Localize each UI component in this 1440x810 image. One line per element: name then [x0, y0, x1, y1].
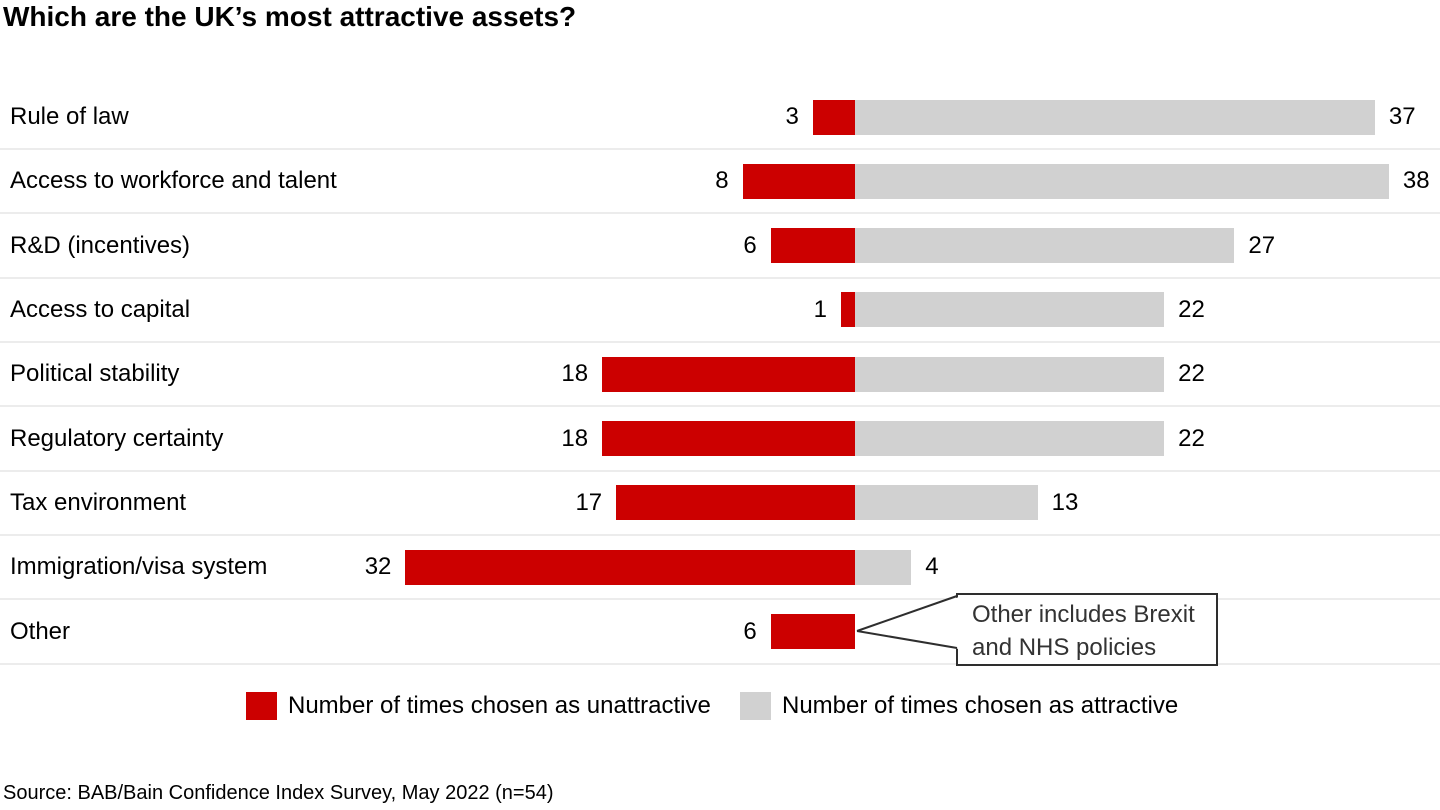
unattractive-value-label: 8 — [715, 167, 729, 195]
unattractive-bar — [770, 614, 855, 650]
attractive-value-label: 22 — [1178, 295, 1205, 323]
unattractive-value-label: 18 — [561, 424, 589, 452]
legend-swatch-red — [246, 692, 277, 720]
category-label: Rule of law — [10, 103, 129, 130]
attractive-bar — [855, 421, 1165, 457]
source-note: Source: BAB/Bain Confidence Index Survey… — [3, 782, 554, 804]
category-label: Political stability — [10, 360, 180, 388]
category-label: Immigration/visa system — [10, 553, 268, 581]
attractive-value-label: 22 — [1178, 424, 1205, 452]
unattractive-bar — [742, 163, 855, 199]
attractive-bar — [855, 549, 912, 585]
unattractive-value-label: 32 — [364, 553, 392, 581]
unattractive-bar — [602, 356, 855, 392]
row-divider — [0, 469, 1440, 472]
attractive-value-label: 13 — [1051, 488, 1079, 516]
row-divider — [0, 405, 1440, 408]
attractive-bar — [855, 485, 1038, 521]
attractive-value-label: 4 — [925, 553, 939, 581]
attractive-bar — [855, 99, 1375, 135]
category-label: R&D (incentives) — [10, 231, 191, 259]
attractive-bar — [855, 292, 1165, 328]
category-label: Other — [10, 617, 71, 645]
row-divider — [0, 276, 1440, 279]
category-label: Access to workforce and talent — [10, 167, 337, 195]
attractive-bar — [855, 163, 1389, 199]
attractive-value-label: 27 — [1248, 231, 1276, 259]
unattractive-value-label: 18 — [561, 360, 589, 388]
legend-item-attractive: Number of times chosen as attractive — [740, 692, 1178, 720]
attractive-value-label: 37 — [1388, 103, 1416, 130]
attractive-bar — [855, 356, 1165, 392]
unattractive-bar — [602, 421, 855, 457]
legend-label-attractive: Number of times chosen as attractive — [782, 692, 1179, 719]
category-label: Regulatory certainty — [10, 424, 224, 452]
legend-label-unattractive: Number of times chosen as unattractive — [288, 692, 711, 719]
annotation-line-2: and NHS policies — [972, 634, 1157, 661]
row-divider — [0, 598, 1440, 601]
legend-item-unattractive: Number of times chosen as unattractive — [246, 692, 711, 720]
row-divider — [0, 212, 1440, 215]
category-label: Tax environment — [10, 488, 187, 516]
legend-swatch-gray — [740, 692, 771, 720]
unattractive-bar — [840, 292, 855, 328]
unattractive-value-label: 3 — [785, 103, 799, 130]
unattractive-bar — [616, 485, 855, 521]
row-divider — [0, 662, 1440, 665]
annotation-line-1: Other includes Brexit — [972, 601, 1195, 628]
attractive-value-label: 38 — [1402, 167, 1430, 195]
unattractive-value-label: 6 — [743, 231, 757, 259]
annotation-callout-box: Other includes Brexit and NHS policies — [956, 593, 1218, 666]
unattractive-value-label: 6 — [743, 617, 757, 645]
unattractive-value-label: 17 — [575, 488, 603, 516]
attractive-value-label: 22 — [1178, 360, 1205, 388]
attractive-bar — [855, 228, 1235, 264]
category-label: Access to capital — [10, 295, 191, 323]
row-divider — [0, 148, 1440, 151]
chart-title: Which are the UK’s most attractive asset… — [3, 1, 577, 32]
unattractive-bar — [405, 549, 855, 585]
unattractive-bar — [770, 228, 855, 264]
unattractive-bar — [812, 99, 855, 135]
row-divider — [0, 534, 1440, 537]
unattractive-value-label: 1 — [813, 295, 827, 323]
row-divider — [0, 341, 1440, 344]
